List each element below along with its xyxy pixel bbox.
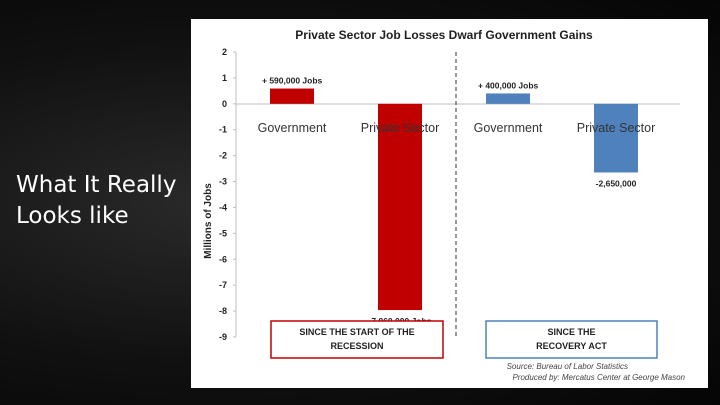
y-tick-label: -6 bbox=[219, 254, 227, 264]
y-tick-label: -7 bbox=[219, 280, 227, 290]
bar-chart: Private Sector Job Losses Dwarf Governme… bbox=[203, 28, 686, 382]
y-axis-ticks: 2 1 0 -1 -2 -3 -4 -5 -6 -7 -8 -9 bbox=[219, 47, 236, 342]
slide-title: What It Really Looks like bbox=[16, 170, 186, 232]
group-label-line-1: SINCE THE START OF THE bbox=[299, 327, 414, 337]
group-label-line-1: SINCE THE bbox=[547, 327, 595, 337]
bar bbox=[594, 103, 638, 173]
chart-title: Private Sector Job Losses Dwarf Governme… bbox=[295, 28, 593, 42]
y-tick-label: 1 bbox=[222, 73, 227, 83]
y-tick-label: -2 bbox=[219, 151, 227, 161]
category-label: Government bbox=[474, 121, 543, 135]
slide-title-line-1: What It Really bbox=[16, 172, 177, 198]
chart-frame: Private Sector Job Losses Dwarf Governme… bbox=[191, 19, 708, 388]
category-label: Government bbox=[258, 121, 327, 135]
y-tick-label: -1 bbox=[219, 125, 227, 135]
source-note: Source: Bureau of Labor Statistics bbox=[507, 362, 628, 371]
y-tick-label: 0 bbox=[222, 99, 227, 109]
y-tick-label: -4 bbox=[219, 202, 227, 212]
y-axis-label: Millions of Jobs bbox=[203, 183, 214, 259]
y-tick-label: -3 bbox=[219, 177, 227, 187]
group-labels: SINCE THE START OF THE RECESSION SINCE THE… bbox=[270, 320, 658, 359]
y-tick-label: -9 bbox=[219, 332, 227, 342]
group-label-box bbox=[270, 320, 444, 359]
y-tick-label: 2 bbox=[222, 47, 227, 57]
bar bbox=[378, 103, 422, 311]
y-tick-label: -8 bbox=[219, 306, 227, 316]
y-tick-label: -5 bbox=[219, 228, 227, 238]
data-label: + 400,000 Jobs bbox=[478, 80, 539, 90]
bar bbox=[270, 88, 314, 104]
group-label-box bbox=[485, 320, 658, 359]
category-label: Private Sector bbox=[361, 121, 440, 135]
slide-title-line-2: Looks like bbox=[16, 203, 129, 229]
data-label: + 590,000 Jobs bbox=[262, 76, 323, 86]
group-label-line-2: RECOVERY ACT bbox=[536, 341, 607, 351]
producer-note: Produced by: Mercatus Center at George M… bbox=[512, 373, 685, 382]
category-label: Private Sector bbox=[577, 121, 656, 135]
data-label: -2,650,000 bbox=[596, 178, 637, 188]
bar bbox=[486, 93, 530, 104]
group-label-line-2: RECESSION bbox=[330, 341, 383, 351]
